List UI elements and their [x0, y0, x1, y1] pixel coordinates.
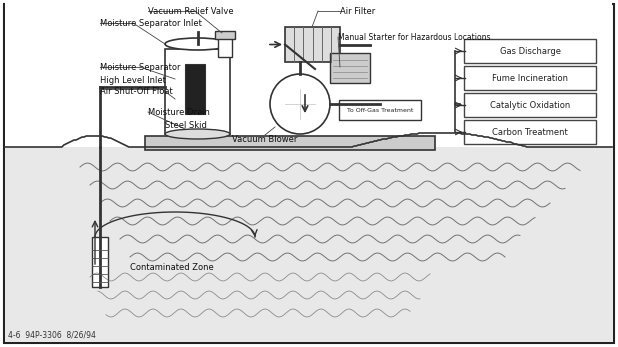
- Bar: [285, 27, 340, 62]
- Text: Gas Discharge: Gas Discharge: [499, 46, 561, 56]
- Bar: [330, 53, 370, 83]
- FancyBboxPatch shape: [464, 39, 596, 63]
- FancyBboxPatch shape: [464, 93, 596, 117]
- Circle shape: [270, 74, 330, 134]
- Bar: [145, 136, 435, 150]
- Ellipse shape: [165, 129, 230, 139]
- Text: To Off-Gas Treatment: To Off-Gas Treatment: [347, 108, 413, 112]
- Bar: [92, 237, 108, 287]
- Text: Contaminated Zone: Contaminated Zone: [130, 262, 214, 271]
- Bar: [185, 64, 205, 114]
- Polygon shape: [5, 0, 612, 147]
- Text: Catalytic Oxidation: Catalytic Oxidation: [490, 101, 570, 110]
- FancyBboxPatch shape: [464, 66, 596, 90]
- Text: Carbon Treatment: Carbon Treatment: [492, 127, 568, 136]
- Ellipse shape: [165, 38, 230, 50]
- Text: Moisture Separator: Moisture Separator: [100, 62, 180, 71]
- FancyBboxPatch shape: [339, 100, 421, 120]
- Bar: [5, 147, 613, 342]
- Text: Moisture Separator Inlet: Moisture Separator Inlet: [100, 18, 202, 27]
- FancyBboxPatch shape: [464, 120, 596, 144]
- Text: High Level Inlet
Air Shut-Off Float: High Level Inlet Air Shut-Off Float: [100, 76, 173, 96]
- Text: Manual Starter for Hazardous Locations: Manual Starter for Hazardous Locations: [338, 33, 491, 42]
- Text: Steel Skid: Steel Skid: [165, 120, 207, 129]
- Bar: [165, 49, 230, 134]
- Text: Vacuum Blower: Vacuum Blower: [232, 135, 298, 144]
- Text: Fume Incineration: Fume Incineration: [492, 74, 568, 83]
- Text: Moisture Drain: Moisture Drain: [148, 108, 210, 117]
- Text: Air Filter: Air Filter: [340, 7, 375, 16]
- Text: Vacuum Relief Valve: Vacuum Relief Valve: [148, 7, 234, 16]
- Bar: [215, 31, 235, 39]
- Text: 4-6  94P-3306  8/26/94: 4-6 94P-3306 8/26/94: [8, 330, 96, 339]
- Bar: [218, 37, 232, 57]
